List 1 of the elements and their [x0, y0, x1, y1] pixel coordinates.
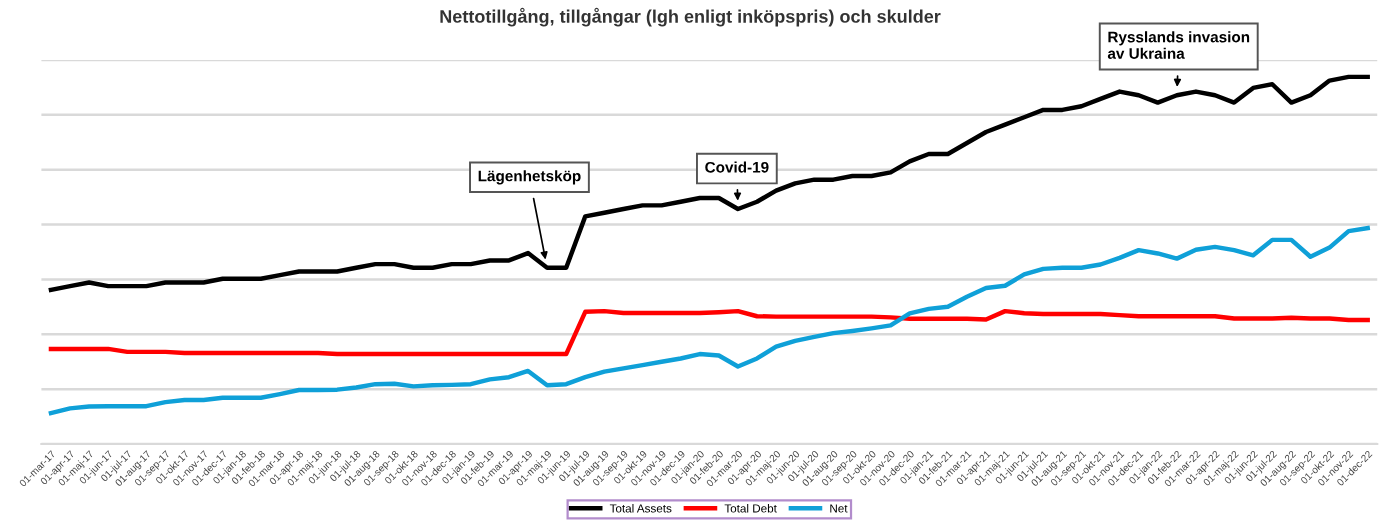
chart-title: Nettotillgång, tillgångar (lgh enligt inköpspris) och skulder	[440, 7, 941, 27]
